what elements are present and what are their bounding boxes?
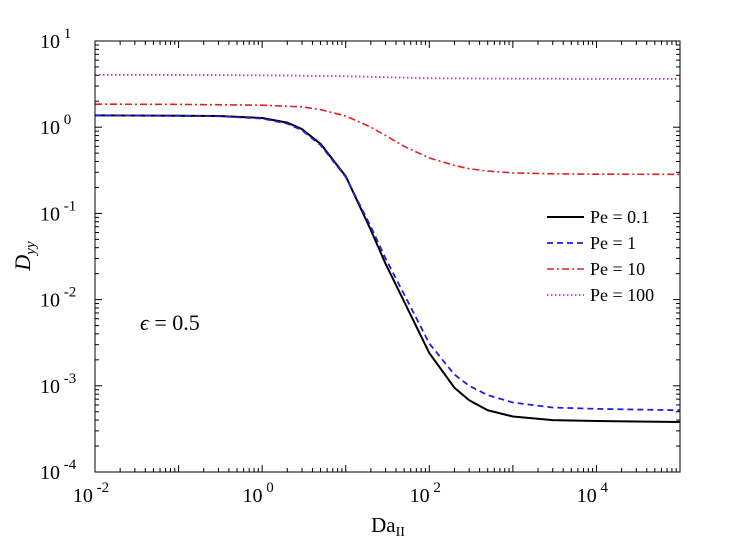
legend-label-3: Pe = 10	[590, 259, 645, 279]
legend-label-2: Pe = 1	[590, 233, 636, 253]
y-tick-label: 10 -1	[40, 198, 76, 225]
series-line-2	[94, 114, 681, 412]
legend-label-1: Pe = 0.1	[590, 207, 650, 227]
tick-labels: 10 -2 10 0 10 2 10 4 10 -4 10 -3 10 -2 10 -1 10 …	[40, 26, 609, 507]
series-line-1	[94, 114, 681, 424]
tick-marks	[94, 41, 680, 473]
y-tick-label: 10 -3	[40, 371, 76, 398]
y-tick-label: 10 1	[40, 26, 71, 53]
x-tick-label: 10 2	[410, 480, 441, 507]
x-axis-label: DaII	[371, 513, 405, 540]
series-line-3	[94, 103, 681, 176]
x-tick-label: 10 4	[577, 480, 609, 507]
y-tick-label: 10 0	[40, 112, 71, 139]
y-tick-label: 10 -4	[40, 457, 77, 484]
legend-label-4: Pe = 100	[590, 285, 654, 305]
x-tick-label: 10 0	[243, 480, 274, 507]
y-tick-label: 10 -2	[40, 285, 76, 312]
y-axis-label: Dyy	[10, 241, 39, 272]
epsilon-annotation: ϵ = 0.5	[140, 310, 200, 335]
legend: Pe = 0.1 Pe = 1 Pe = 10 Pe = 100	[547, 207, 654, 305]
x-tick-label: 10 -2	[73, 480, 109, 507]
series-line-4	[94, 73, 681, 80]
series-lines	[94, 73, 681, 424]
plot-frame	[94, 40, 681, 473]
